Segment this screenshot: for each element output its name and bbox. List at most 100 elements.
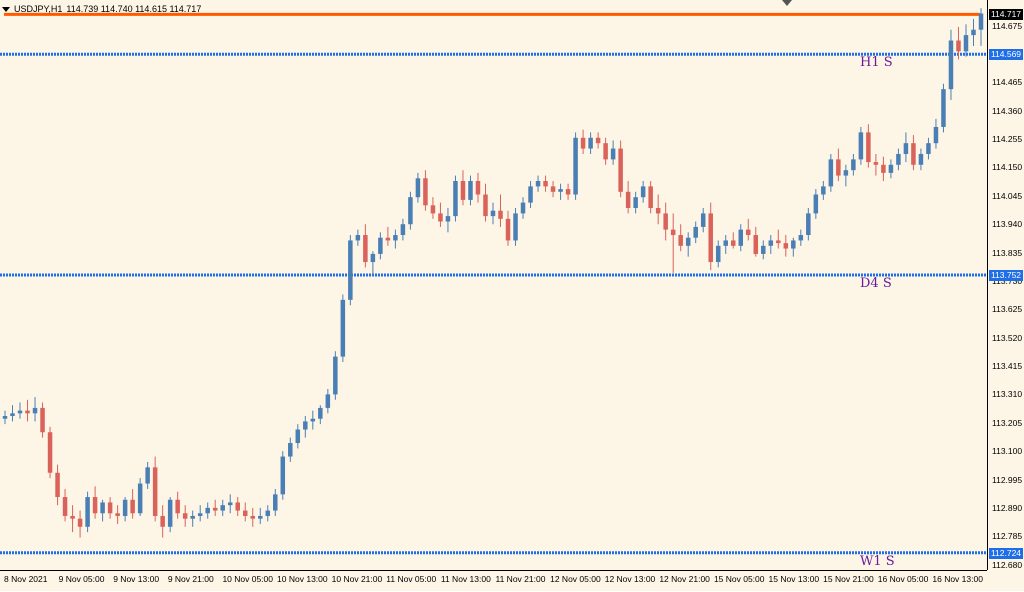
candle [318,405,323,425]
candle [370,251,376,276]
price-tick-label: 114.255 [992,134,1023,145]
candle-body [595,137,601,144]
candle [258,507,263,525]
candle [663,202,668,241]
candle [603,137,608,165]
candle [633,191,638,214]
time-scale[interactable]: 8 Nov 2021 9 Nov 05:00 9 Nov 13:00 9 Nov 21… [0,570,987,592]
candle [670,213,676,273]
candle [430,197,436,219]
candle-body [100,502,105,514]
price-scale[interactable]: 114.675114.570114.465114.360114.255114.1… [987,0,1024,570]
candle [753,226,759,257]
chart-shift-marker-icon[interactable] [782,0,792,6]
candle [933,118,939,149]
candle-body [926,143,931,154]
candle-body [851,159,856,171]
candle [115,505,120,525]
price-tick-label: 112.995 [992,474,1023,485]
candle-body [746,229,751,236]
time-tick-label: 9 Nov 05:00 [58,574,105,584]
candle-body [265,510,271,516]
candle-body [385,237,391,241]
candle [896,148,901,171]
candle-body [152,467,158,516]
candle [565,183,571,200]
candle [55,464,60,506]
candle-body [212,507,218,511]
symbol-info-bar: USDJPY,H1 114.739 114.740 114.615 114.71… [2,2,201,16]
candle-body [400,224,406,236]
candle-body [700,213,706,227]
candle-body [453,180,458,217]
candle-body [858,132,864,160]
candle-body [235,502,240,511]
candle-body [490,210,496,217]
candle [197,505,203,522]
candle [62,488,68,522]
candle-body [423,178,428,206]
time-tick-label: 15 Nov 21:00 [823,574,874,584]
time-tick-label: 11 Nov 21:00 [495,574,546,584]
time-tick-label: 10 Nov 13:00 [277,574,328,584]
candle [963,24,969,57]
candle [92,486,98,519]
candle [325,389,331,414]
candle [648,180,653,214]
candle-body [933,126,939,144]
candle-body [92,497,98,514]
candle [738,224,744,252]
candle [25,399,30,422]
candle [490,202,496,225]
candle [573,132,578,200]
candle-body [723,240,728,246]
candle [468,175,473,206]
candle-body [535,180,541,187]
candle [588,132,593,154]
candle-body [468,180,473,200]
candle [235,497,240,516]
candle-body [62,497,68,516]
candle [798,229,804,246]
candle-body [70,515,75,519]
candle-body [625,191,631,209]
candle-body [821,186,826,195]
candle [453,175,458,222]
candle [700,208,706,233]
candle-body [250,515,256,519]
candle-body [483,194,488,217]
candle [340,294,346,362]
candle [535,175,541,192]
candle [528,180,533,209]
candle-body [520,202,526,214]
candle [250,507,256,527]
price-tick-label: 114.045 [992,190,1023,201]
candle [40,402,45,438]
candle [378,232,383,260]
candle [400,218,406,241]
dropdown-triangle-icon[interactable] [2,6,10,12]
candle-body [663,213,668,230]
candle-body [430,205,436,214]
candle [77,510,83,538]
time-tick-label: 10 Nov 21:00 [331,574,383,584]
candle-body [911,143,916,165]
candle [693,221,698,244]
candle-body [573,137,578,195]
candle [730,232,736,249]
price-tick-label: 113.415 [992,361,1023,372]
candle [70,505,75,533]
level-price-tag: 114.569 [989,49,1023,61]
price-tick-label: 113.940 [992,219,1023,230]
plot-area[interactable] [0,0,987,570]
candle [47,426,53,479]
current-price-tag: 114.717 [989,9,1023,21]
candle [978,8,984,46]
candle [408,191,413,230]
candle-body [956,40,961,52]
candle-body [565,189,571,195]
candle-body [776,240,781,244]
candle [715,240,721,268]
candle-body [505,218,511,241]
